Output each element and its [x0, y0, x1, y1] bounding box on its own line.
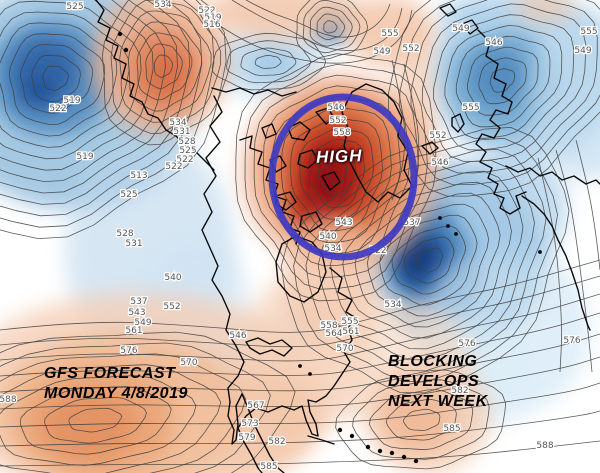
- contour-label: 561: [125, 326, 142, 336]
- contour-label: 579: [238, 433, 255, 443]
- contour-label: 537: [130, 297, 147, 307]
- contour-label: 525: [179, 146, 196, 156]
- contour-label: 561: [342, 327, 359, 337]
- contour-label: 588: [536, 441, 553, 451]
- contour-label: 531: [125, 239, 142, 249]
- contour-label: 546: [327, 103, 344, 113]
- contour-label: 576: [120, 346, 137, 356]
- contour-label: 552: [402, 44, 419, 54]
- contour-label: 519: [204, 13, 221, 23]
- contour-label: 576: [458, 339, 475, 349]
- contour-label: 543: [128, 308, 145, 318]
- contour-label: 534: [154, 0, 171, 10]
- contour-label: 555: [381, 29, 398, 39]
- coastlines: [95, 0, 600, 473]
- contour-label: 534: [384, 300, 401, 310]
- contour-label: 558: [320, 321, 337, 331]
- contour-label: 552: [329, 116, 346, 126]
- contour-label: 576: [563, 336, 580, 346]
- contour-label: 588: [0, 395, 17, 405]
- contour-label: 513: [130, 171, 147, 181]
- contour-label: 546: [431, 158, 448, 168]
- contour-label: 546: [229, 331, 246, 341]
- contour-label: 522: [176, 155, 193, 165]
- contour-label: 549: [134, 318, 151, 328]
- contour-label: 543: [335, 218, 352, 228]
- contour-label: 528: [116, 229, 133, 239]
- contour-label: 549: [452, 24, 469, 34]
- contour-label: 516: [203, 20, 220, 30]
- contour-label: 531: [173, 127, 190, 137]
- contour-label: 573: [241, 419, 258, 429]
- contour-label: 525: [66, 2, 83, 12]
- contour-label: 540: [319, 232, 336, 242]
- contour-label: 525: [120, 190, 137, 200]
- contour-label: 549: [373, 47, 390, 57]
- contour-label: 555: [462, 103, 479, 113]
- contour-label: 522: [49, 104, 66, 114]
- contour-label: 534: [169, 118, 186, 128]
- contour-label: 582: [451, 386, 468, 396]
- contour-label: 552: [429, 131, 446, 141]
- contour-label: 549: [574, 46, 591, 56]
- contour-label: 558: [333, 128, 350, 138]
- contour-label: 522: [165, 162, 182, 172]
- contour-label: 546: [485, 38, 502, 48]
- contour-label: 528: [178, 137, 195, 147]
- contour-label: 552: [163, 302, 180, 312]
- contour-label: 585: [443, 424, 460, 434]
- contour-label: 570: [336, 344, 353, 354]
- contour-label: 522: [198, 6, 215, 16]
- contour-label: 519: [76, 152, 93, 162]
- contour-label: 567: [247, 401, 264, 411]
- contour-label: 582: [268, 437, 285, 447]
- contour-label: 585: [260, 462, 277, 472]
- contour-label: 540: [164, 273, 181, 283]
- contour-label: 564: [325, 329, 342, 339]
- contour-label: 519: [63, 96, 80, 106]
- high-circle-annotation: [268, 93, 418, 261]
- contour-label: 570: [180, 358, 197, 368]
- contour-label: 555: [341, 317, 358, 327]
- contour-label: 555: [580, 27, 597, 37]
